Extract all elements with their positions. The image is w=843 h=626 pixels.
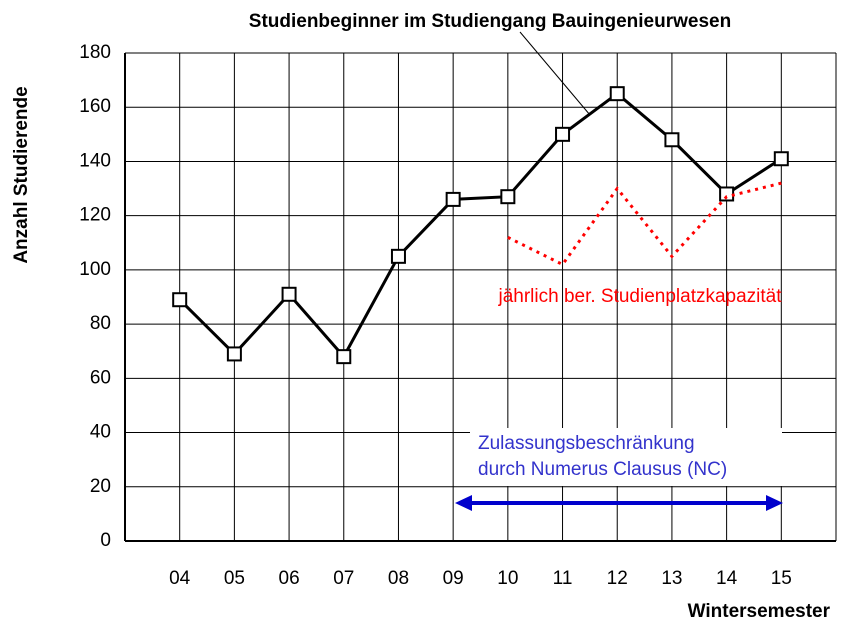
y-tick-label: 60 [90, 367, 111, 388]
x-tick-label: 14 [716, 568, 738, 589]
x-tick-label: 06 [279, 568, 300, 589]
series-line [507, 181, 782, 267]
x-tick-label: 05 [224, 568, 245, 589]
y-tick-label: 20 [90, 476, 111, 497]
marker [226, 346, 242, 362]
marker [336, 349, 352, 365]
marker [281, 286, 297, 302]
y-axis-label: Anzahl Studierende [11, 86, 32, 263]
x-tick-label: 15 [771, 568, 792, 589]
marker [555, 126, 571, 142]
leader-line [519, 31, 591, 116]
x-tick-label: 04 [169, 568, 191, 589]
x-tick-label: 07 [333, 568, 354, 589]
x-tick-label: 12 [607, 568, 628, 589]
chart-title: Studienbeginner im Studiengang Bauingeni… [249, 11, 731, 32]
annotation: Zulassungsbeschränkung [478, 433, 695, 454]
marker [609, 86, 625, 102]
annotation: jährlich ber. Studienplatzkapazität [497, 286, 782, 307]
y-tick-label: 180 [79, 42, 111, 63]
marker [172, 292, 188, 308]
series-line [178, 91, 783, 360]
annotation-box [470, 428, 782, 486]
marker [664, 132, 680, 148]
y-tick-label: 160 [79, 96, 111, 117]
x-tick-label: 08 [388, 568, 409, 589]
x-tick-label: 11 [553, 568, 573, 589]
x-axis-label: Wintersemester [688, 601, 831, 622]
marker [773, 151, 789, 167]
nc-arrow-head [455, 495, 472, 511]
y-tick-label: 0 [100, 530, 111, 551]
y-tick-label: 40 [90, 422, 111, 443]
x-tick-label: 09 [443, 568, 464, 589]
annotation: durch Numerus Clausus (NC) [478, 459, 727, 480]
marker [445, 191, 461, 207]
y-tick-label: 100 [79, 259, 111, 280]
x-tick-label: 13 [661, 568, 682, 589]
nc-arrow-head [766, 495, 783, 511]
y-tick-label: 120 [79, 205, 111, 226]
marker [390, 248, 406, 264]
marker [500, 189, 516, 205]
y-tick-label: 80 [90, 313, 111, 334]
x-tick-label: 10 [497, 568, 518, 589]
y-tick-label: 140 [79, 150, 111, 171]
